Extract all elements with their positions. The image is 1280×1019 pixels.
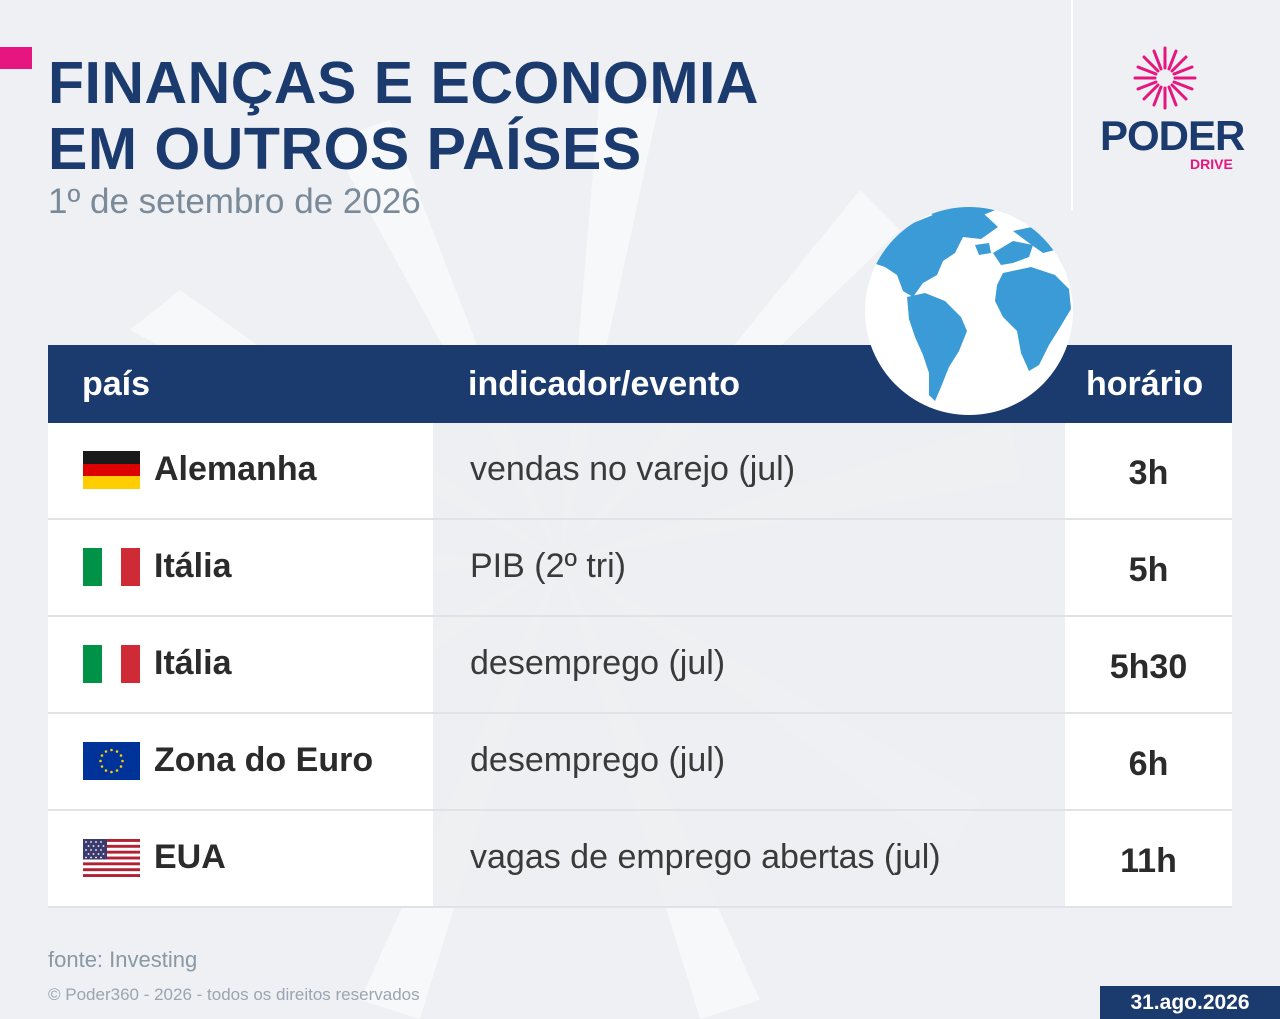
time-cell: 11h: [1065, 811, 1232, 906]
brand-name: PODER: [1100, 112, 1245, 159]
title-line-2: EM OUTROS PAÍSES: [48, 116, 642, 182]
table-row: Itália PIB (2º tri) 5h: [48, 520, 1232, 617]
time-text: 5h: [1128, 551, 1169, 589]
column-header-indicator: indicador/evento: [468, 365, 741, 403]
country-cell: Zona do Euro: [48, 714, 433, 809]
indicator-cell: vagas de emprego abertas (jul): [433, 811, 1065, 906]
table-row: Zona do Euro desemprego (jul) 6h: [48, 714, 1232, 811]
globe-icon: [865, 207, 1073, 415]
time-text: 11h: [1120, 842, 1177, 880]
time-cell: 3h: [1065, 423, 1232, 518]
country-name: Alemanha: [154, 450, 317, 488]
brand-sub: DRIVE: [1190, 156, 1233, 172]
date-badge: 31.ago.2026: [1100, 986, 1280, 1019]
title-line-1: FINANÇAS E ECONOMIA: [48, 50, 759, 116]
germany-flag-icon: [83, 451, 140, 489]
sunburst-logo-icon: [1133, 46, 1197, 110]
country-cell: Itália: [48, 520, 433, 615]
indicator-text: desemprego (jul): [470, 644, 726, 682]
table-row: Itália desemprego (jul) 5h30: [48, 617, 1232, 714]
column-header-country: país: [82, 365, 151, 403]
italy-flag-icon: [83, 548, 140, 586]
time-cell: 6h: [1065, 714, 1232, 809]
country-cell: EUA: [48, 811, 433, 906]
time-text: 5h30: [1109, 648, 1188, 686]
indicator-text: vagas de emprego abertas (jul): [470, 838, 941, 876]
time-cell: 5h30: [1065, 617, 1232, 712]
source-note: fonte: Investing: [48, 947, 198, 972]
time-text: 3h: [1128, 454, 1169, 492]
country-cell: Itália: [48, 617, 433, 712]
page-title: FINANÇAS E ECONOMIA EM OUTROS PAÍSES: [48, 50, 759, 182]
country-cell: Alemanha: [48, 423, 433, 518]
events-table: país indicador/evento horário Alemanha v…: [48, 345, 1232, 908]
indicator-cell: vendas no varejo (jul): [433, 423, 1065, 518]
time-text: 6h: [1128, 745, 1169, 783]
table-row: Alemanha vendas no varejo (jul) 3h: [48, 423, 1232, 520]
column-header-time: horário: [1086, 365, 1204, 403]
usa-flag-icon: [83, 839, 140, 877]
country-name: EUA: [154, 838, 226, 876]
indicator-cell: desemprego (jul): [433, 617, 1065, 712]
header-divider: [1071, 0, 1073, 210]
indicator-text: desemprego (jul): [470, 741, 726, 779]
country-name: Zona do Euro: [154, 741, 374, 779]
indicator-text: vendas no varejo (jul): [470, 450, 796, 488]
time-cell: 5h: [1065, 520, 1232, 615]
indicator-cell: PIB (2º tri): [433, 520, 1065, 615]
page-subtitle-date: 1º de setembro de 2026: [48, 182, 421, 221]
italy-flag-icon: [83, 645, 140, 683]
indicator-cell: desemprego (jul): [433, 714, 1065, 809]
copyright-note: © Poder360 - 2026 - todos os direitos re…: [48, 985, 420, 1004]
country-name: Itália: [154, 547, 232, 585]
accent-bar: [0, 47, 32, 69]
eu-flag-icon: [83, 742, 140, 780]
country-name: Itália: [154, 644, 232, 682]
table-row: EUA vagas de emprego abertas (jul) 11h: [48, 811, 1232, 908]
indicator-text: PIB (2º tri): [470, 547, 626, 585]
